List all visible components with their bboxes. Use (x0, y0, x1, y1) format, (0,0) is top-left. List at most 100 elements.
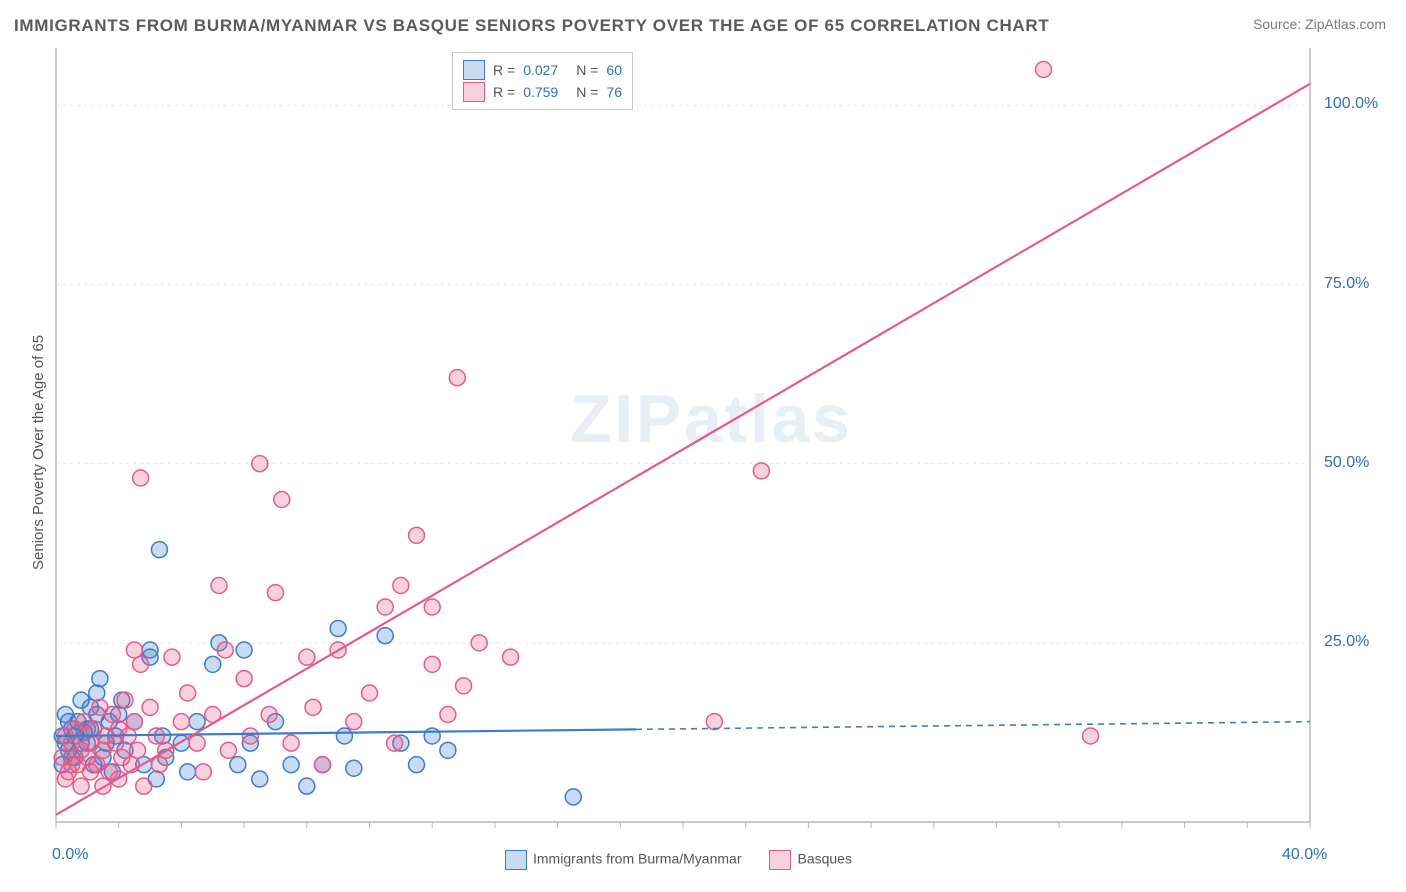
data-point (393, 578, 409, 594)
data-point (64, 757, 80, 773)
data-point (305, 699, 321, 715)
legend-r-key: R = (493, 84, 515, 100)
data-point (180, 685, 196, 701)
data-point (142, 699, 158, 715)
legend-stats-row: R = 0.759 N = 76 (463, 81, 622, 103)
data-point (440, 707, 456, 723)
data-point (409, 527, 425, 543)
data-point (73, 692, 89, 708)
data-point (440, 742, 456, 758)
data-point (261, 707, 277, 723)
data-point (205, 656, 221, 672)
data-point (1083, 728, 1099, 744)
scatter-plot (0, 0, 1406, 892)
data-point (82, 764, 98, 780)
data-point (230, 757, 246, 773)
data-point (73, 778, 89, 794)
data-point (377, 599, 393, 615)
data-point (89, 685, 105, 701)
legend-series-item: Immigrants from Burma/Myanmar (505, 850, 741, 870)
data-point (503, 649, 519, 665)
regression-line-extrapolated (636, 722, 1310, 730)
data-point (387, 735, 403, 751)
data-point (314, 757, 330, 773)
legend-swatch (769, 850, 791, 870)
data-point (92, 671, 108, 687)
legend-r-value: 0.759 (523, 84, 558, 100)
data-point (164, 649, 180, 665)
data-point (57, 771, 73, 787)
x-tick-label: 40.0% (1282, 846, 1327, 864)
legend-swatch (463, 82, 485, 102)
data-point (211, 578, 227, 594)
legend-stats: R = 0.027 N = 60 R = 0.759 N = 76 (452, 52, 633, 110)
data-point (299, 649, 315, 665)
data-point (449, 370, 465, 386)
data-point (299, 778, 315, 794)
legend-series-item: Basques (769, 850, 851, 870)
data-point (126, 642, 142, 658)
legend-series: Immigrants from Burma/Myanmar Basques (505, 850, 852, 870)
data-point (180, 764, 196, 780)
data-point (130, 742, 146, 758)
data-point (753, 463, 769, 479)
data-point (424, 728, 440, 744)
legend-n-value: 76 (606, 84, 622, 100)
y-tick-label: 75.0% (1324, 275, 1369, 293)
y-tick-label: 100.0% (1324, 95, 1378, 113)
data-point (189, 735, 205, 751)
legend-r-key: R = (493, 62, 515, 78)
legend-n-value: 60 (606, 62, 622, 78)
data-point (346, 760, 362, 776)
data-point (362, 685, 378, 701)
data-point (136, 778, 152, 794)
data-point (236, 642, 252, 658)
data-point (252, 771, 268, 787)
data-point (217, 642, 233, 658)
legend-series-label: Immigrants from Burma/Myanmar (533, 851, 741, 867)
y-tick-label: 25.0% (1324, 633, 1369, 651)
data-point (189, 714, 205, 730)
regression-line (56, 84, 1310, 815)
legend-series-label: Basques (797, 851, 851, 867)
data-point (252, 456, 268, 472)
legend-stats-row: R = 0.027 N = 60 (463, 59, 622, 81)
legend-swatch (463, 60, 485, 80)
data-point (220, 742, 236, 758)
data-point (151, 542, 167, 558)
data-point (267, 585, 283, 601)
data-point (409, 757, 425, 773)
data-point (126, 714, 142, 730)
data-point (336, 728, 352, 744)
legend-r-value: 0.027 (523, 62, 558, 78)
data-point (283, 757, 299, 773)
data-point (242, 728, 258, 744)
data-point (424, 599, 440, 615)
data-point (104, 707, 120, 723)
data-point (456, 678, 472, 694)
data-point (133, 656, 149, 672)
y-tick-label: 50.0% (1324, 454, 1369, 472)
data-point (424, 656, 440, 672)
data-point (330, 621, 346, 637)
legend-n-key: N = (576, 62, 598, 78)
data-point (565, 789, 581, 805)
data-point (283, 735, 299, 751)
data-point (377, 628, 393, 644)
data-point (195, 764, 211, 780)
data-point (133, 470, 149, 486)
y-axis-label: Seniors Poverty Over the Age of 65 (30, 335, 47, 570)
data-point (706, 714, 722, 730)
data-point (1036, 62, 1052, 78)
data-point (346, 714, 362, 730)
legend-swatch (505, 850, 527, 870)
data-point (117, 692, 133, 708)
data-point (274, 492, 290, 508)
legend-n-key: N = (576, 84, 598, 100)
chart-container: IMMIGRANTS FROM BURMA/MYANMAR VS BASQUE … (0, 0, 1406, 892)
x-tick-label: 0.0% (52, 846, 88, 864)
data-point (471, 635, 487, 651)
data-point (236, 671, 252, 687)
data-point (173, 714, 189, 730)
data-point (151, 757, 167, 773)
